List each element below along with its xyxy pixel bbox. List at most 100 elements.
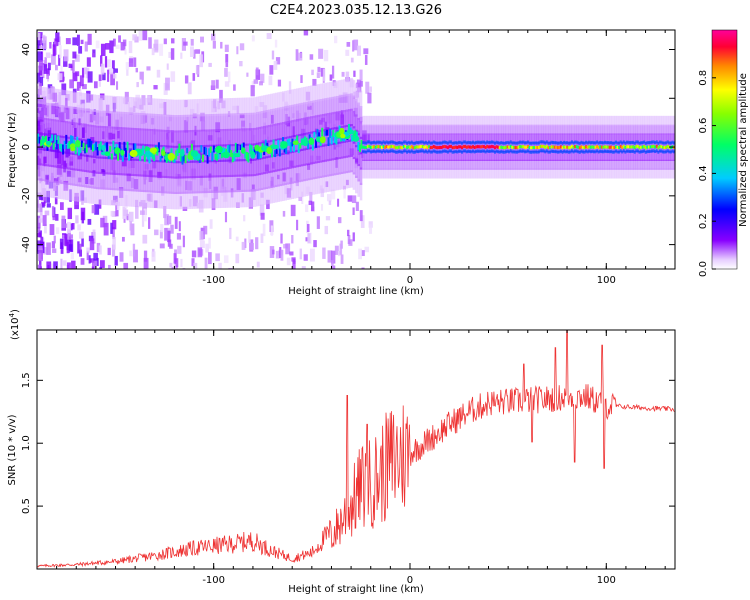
spectrogram-ridge-cell — [570, 144, 573, 148]
spectrogram-frame — [36, 29, 676, 270]
spectrogram-halo — [331, 142, 335, 161]
spectrogram-halo — [190, 114, 193, 133]
spectrogram-halo — [364, 124, 368, 135]
spectrogram-band-cell — [552, 140, 555, 144]
spectrogram-halo — [581, 168, 584, 179]
spectrogram-speckle — [273, 60, 278, 70]
spectrogram-band-cell — [625, 149, 628, 153]
spectrogram-band-cell — [379, 140, 382, 144]
spectrogram-speckle — [165, 77, 170, 91]
spectrogram-halo — [347, 109, 351, 127]
spectrogram-halo — [581, 150, 584, 161]
spectrogram-ridge-cell — [176, 148, 179, 156]
spectrogram-band-cell — [553, 150, 556, 154]
spectrogram-halo — [293, 181, 297, 199]
spectrogram-speckle — [309, 54, 314, 60]
spectrogram-band-cell — [490, 149, 493, 153]
spectrogram-halo — [95, 171, 99, 190]
spectrogram-halo — [515, 133, 518, 144]
spectrogram-ridge-cell — [296, 135, 299, 145]
spectrogram-halo — [336, 95, 339, 114]
spectrogram-halo — [588, 150, 591, 161]
spectrogram-ridge-cell — [225, 148, 228, 154]
spectrogram-halo — [340, 110, 344, 128]
spectrogram-halo — [496, 124, 499, 135]
spectrogram-halo — [428, 150, 431, 161]
spectrogram-halo — [444, 168, 448, 179]
spectrogram-band-cell — [511, 150, 514, 154]
spectrogram-halo — [60, 181, 64, 200]
spectrogram-halo — [420, 159, 424, 170]
spectrogram-halo — [326, 97, 330, 116]
spectrogram-halo — [350, 77, 353, 96]
spectrogram-halo — [117, 157, 120, 176]
spectrogram-halo — [223, 190, 226, 208]
spectrogram-halo — [538, 150, 542, 161]
spectrogram-halo — [486, 115, 490, 126]
spectrogram-halo — [60, 89, 64, 108]
spectrogram-ridge-cell — [443, 145, 446, 149]
spectrogram-speckle — [195, 49, 201, 54]
spectrogram-halo — [322, 175, 325, 193]
spectrogram-halo — [456, 159, 459, 170]
spectrogram-ridge-cell — [459, 145, 462, 149]
spectrogram-halo — [592, 133, 596, 144]
spectrogram-speckle — [116, 81, 119, 90]
spectrogram-halo — [164, 114, 167, 132]
spectrogram-band-cell — [657, 150, 660, 154]
spectrogram-halo — [383, 115, 386, 126]
spectrogram-halo — [432, 133, 436, 144]
spectrogram-halo — [178, 191, 181, 210]
spectrogram-ridge-cell — [461, 146, 464, 150]
spectrogram-band-cell — [443, 140, 446, 144]
spectrogram-halo — [371, 168, 375, 179]
spectrogram-speckle — [74, 54, 80, 62]
spectrogram-band-cell — [618, 141, 621, 145]
spectrogram-speckle — [80, 207, 86, 221]
spectrogram-speckle — [170, 48, 175, 60]
spectrogram-halo — [406, 159, 410, 170]
spectrogram-ridge-cell — [368, 144, 371, 148]
spectrogram-halo — [211, 175, 214, 193]
spectrogram-halo — [319, 175, 323, 194]
spectrogram-halo — [550, 133, 554, 144]
spectrogram-speckle — [139, 71, 144, 80]
spectrogram-ridge-cell — [175, 150, 178, 160]
spectrogram-halo — [166, 176, 170, 194]
spectrogram-band-cell — [468, 141, 471, 145]
spectrogram-halo — [531, 133, 535, 144]
spectrogram-band-cell — [629, 141, 632, 145]
spectrogram-halo — [230, 159, 233, 177]
spectrogram-speckle — [305, 204, 309, 213]
spectrogram-halo — [65, 167, 68, 185]
spectrogram-speckle — [61, 83, 67, 96]
spectrogram-halo — [614, 115, 617, 126]
spectrogram-halo — [286, 105, 290, 124]
spectrogram-halo — [39, 178, 42, 197]
spectrogram-band-cell — [398, 150, 401, 154]
spectrogram-halo — [564, 159, 568, 170]
spectrogram-ridge-cell — [313, 131, 316, 138]
spectrogram-halo — [145, 128, 148, 147]
spectrogram-halo — [590, 159, 594, 170]
spectrogram-ridge-cell — [514, 146, 517, 150]
spectrogram-halo — [461, 124, 464, 135]
spectrogram-ridge-cell — [183, 154, 186, 162]
spectrogram-halo — [380, 159, 384, 170]
colorbar-label: Normalized spectral amplitude — [738, 73, 749, 227]
spectrogram-halo — [249, 97, 252, 115]
spectrogram-halo — [185, 99, 189, 117]
spectrogram-speckle — [142, 234, 148, 244]
spectrogram-band-cell — [556, 141, 559, 145]
spectrogram-halo — [208, 144, 212, 163]
spectrogram-band-cell — [498, 150, 501, 154]
spectrogram-halo — [503, 159, 507, 170]
spectrogram-halo — [53, 88, 57, 107]
spectrogram-ridge-cell — [517, 145, 520, 149]
spectrogram-ridge-cell — [256, 151, 259, 159]
spectrogram-halo — [597, 115, 601, 126]
spectrogram-ridge-cell — [660, 145, 663, 149]
spectrogram-band-cell — [453, 150, 456, 154]
spectrogram-halo — [498, 133, 502, 144]
spectrogram-halo — [595, 159, 598, 170]
